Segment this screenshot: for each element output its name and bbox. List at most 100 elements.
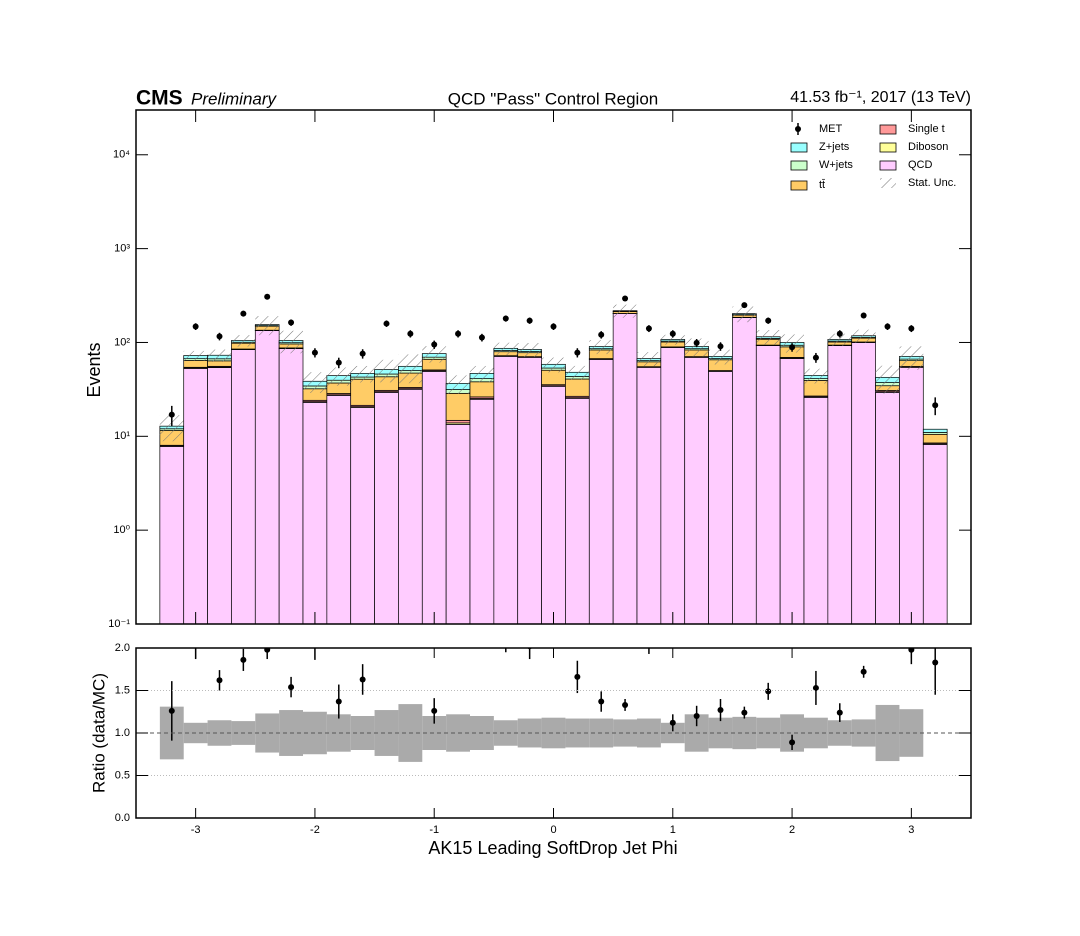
data-point: [455, 330, 462, 337]
stat-unc-hatch: [255, 316, 280, 336]
ratio-point: [264, 648, 271, 653]
ratio-point: [240, 656, 247, 663]
stat-unc-hatch: [899, 346, 924, 370]
data-point: [192, 323, 199, 330]
stack-segment: [278, 348, 304, 624]
stack-segment: [827, 345, 853, 624]
stat-unc-hatch: [326, 367, 351, 386]
legend-label: QCD: [908, 159, 933, 171]
stat-unc-hatch: [756, 330, 781, 345]
data-point: [407, 330, 414, 337]
ratio-y-tick-label: 1.5: [115, 684, 130, 696]
stat-unc-band: [851, 719, 876, 747]
stat-unc-hatch: [565, 365, 590, 380]
data-point: [765, 317, 772, 324]
data-point: [383, 320, 390, 327]
stat-unc-hatch: [422, 346, 447, 363]
data-point: [789, 344, 796, 351]
stack-segment: [183, 368, 208, 624]
data-point: [836, 330, 843, 337]
stat-unc-hatch: [708, 349, 733, 365]
main-plot: [159, 293, 948, 624]
data-point: [359, 350, 366, 357]
data-point: [812, 354, 819, 361]
legend-marker: [879, 160, 897, 171]
stat-unc-hatch: [660, 334, 685, 345]
stack-segment: [445, 392, 471, 421]
stat-unc-hatch: [541, 357, 566, 373]
ratio-y-tick-label: 0.5: [115, 769, 130, 781]
stack-segment: [231, 349, 256, 624]
ratio-point: [622, 701, 629, 708]
stat-unc-band: [255, 713, 280, 753]
stack-segment: [636, 367, 662, 624]
ratio-frame: [135, 647, 972, 819]
y-tick-label: 10¹: [114, 430, 130, 442]
stack-segment: [565, 378, 590, 397]
data-point: [932, 402, 939, 409]
data-point: [717, 343, 724, 350]
stack-segment: [159, 446, 185, 624]
ratio-point: [598, 698, 605, 705]
ratio-axis-title: Ratio (data/MC): [89, 673, 108, 793]
main-frame: [135, 109, 972, 625]
stack-segment: [899, 367, 924, 624]
stat-unc-hatch: [851, 329, 876, 343]
stack-segment: [350, 407, 375, 624]
stack-segment: [755, 345, 781, 624]
legend-marker: [879, 142, 897, 153]
y-tick-label: 10⁻¹: [108, 618, 130, 630]
legend-label: W+jets: [819, 159, 853, 171]
data-point: [168, 411, 175, 418]
stack-segment: [445, 419, 471, 424]
legend-label: tt̄: [819, 179, 825, 191]
stack-segment: [207, 367, 232, 624]
ratio-point: [717, 707, 724, 714]
stack-segment: [398, 388, 423, 624]
stack-segment: [469, 398, 495, 624]
data-point: [741, 302, 748, 309]
stat-unc-hatch: [493, 342, 518, 355]
data-point: [574, 349, 581, 356]
stack-segment: [493, 356, 519, 624]
y-tick-label: 10⁴: [113, 149, 130, 161]
x-tick-label: 2: [789, 824, 795, 836]
stack-segment: [922, 444, 948, 624]
stat-unc-band: [613, 719, 637, 747]
x-tick-label: -2: [310, 824, 320, 836]
x-tick-label: 0: [550, 824, 556, 836]
legend-marker: [880, 178, 896, 188]
data-point: [908, 325, 915, 332]
stat-unc-band: [660, 722, 685, 744]
data-point: [884, 323, 891, 330]
ratio-point: [574, 673, 581, 680]
stack-segment: [851, 342, 876, 624]
stat-unc-band: [732, 716, 757, 750]
x-tick-label: 1: [670, 824, 676, 836]
stat-unc-band: [207, 720, 232, 746]
stack-segment: [875, 392, 900, 624]
ratio-point: [359, 676, 366, 683]
stack-segment: [708, 371, 733, 624]
experiment-label: CMS: [136, 87, 183, 110]
ratio-y-tick-label: 0.0: [115, 812, 130, 824]
ratio-point: [812, 684, 819, 691]
stack-segment: [469, 381, 495, 398]
stack-segment: [445, 424, 471, 624]
data-point: [431, 341, 438, 348]
y-tick-label: 10³: [114, 243, 130, 255]
stat-unc-band: [422, 716, 447, 750]
stat-unc-hatch: [589, 340, 614, 355]
data-point: [645, 325, 652, 332]
stack-segment: [326, 395, 352, 624]
legend-label: MET: [819, 123, 843, 135]
legend: MET Z+jets W+jets tt̄ Single t Diboson QCD Stat…: [790, 123, 956, 191]
legend-marker: [790, 142, 808, 153]
stat-unc-band: [899, 709, 924, 757]
stack-segment: [588, 359, 614, 624]
ratio-point: [765, 688, 772, 695]
stat-unc-hatch: [231, 335, 256, 347]
data-point: [526, 317, 533, 324]
